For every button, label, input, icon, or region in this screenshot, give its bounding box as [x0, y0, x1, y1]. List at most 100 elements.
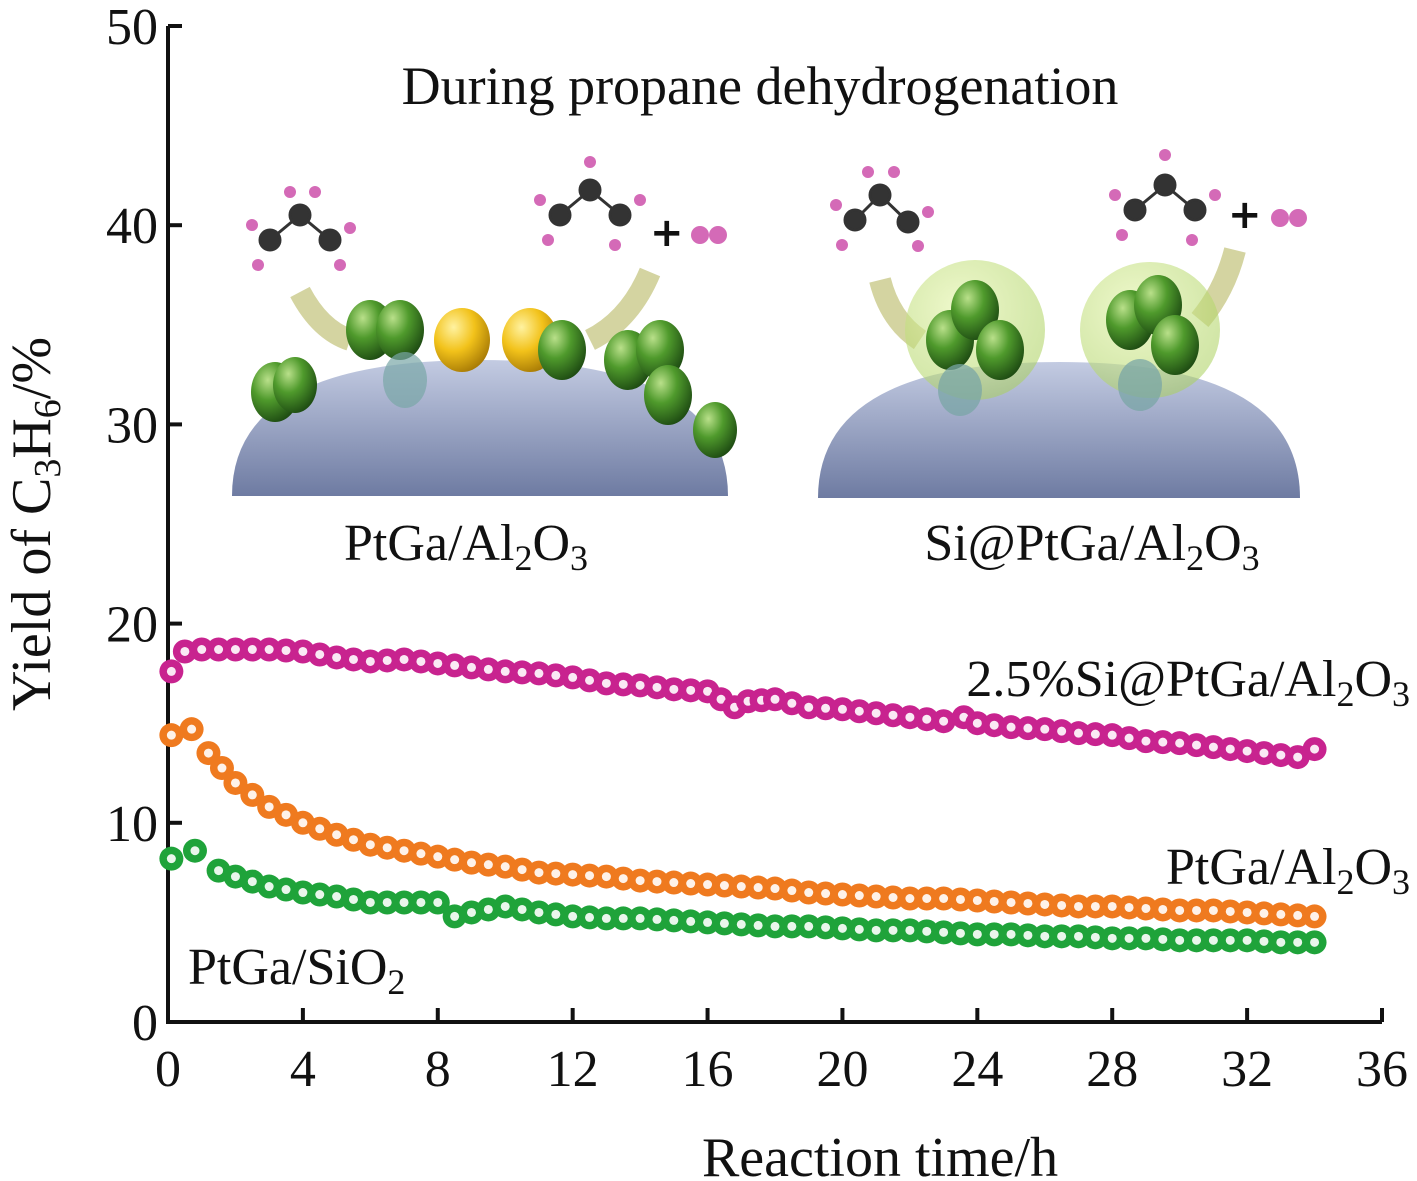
data-point-highlight: [871, 892, 881, 902]
series-label-si-ptga-al2o3: 2.5%Si@PtGa/Al2O3: [966, 651, 1410, 714]
pt-cluster-icon: [938, 364, 982, 416]
data-point-highlight: [821, 889, 831, 899]
right-support: [818, 362, 1300, 498]
data-point-highlight: [551, 869, 561, 879]
data-point-highlight: [804, 921, 814, 931]
data-point-highlight: [348, 654, 358, 664]
y-tick-label: 30: [106, 397, 158, 454]
data-point-highlight: [922, 714, 932, 724]
data-point-highlight: [1276, 750, 1286, 760]
data-point-highlight: [989, 929, 999, 939]
data-point-highlight: [1090, 729, 1100, 739]
data-point-highlight: [166, 666, 176, 676]
data-point-highlight: [1074, 931, 1083, 941]
data-point-highlight: [1158, 934, 1168, 944]
plus-sign: +: [650, 210, 684, 256]
data-point-highlight: [719, 918, 729, 928]
data-point-highlight: [1158, 904, 1168, 914]
data-point-highlight: [871, 708, 881, 718]
data-point-highlight: [1006, 897, 1016, 907]
data-point-highlight: [787, 921, 797, 931]
y-tick-label: 0: [132, 995, 158, 1052]
data-point-highlight: [787, 886, 797, 896]
data-point-highlight: [854, 706, 864, 716]
data-point-highlight: [1057, 900, 1067, 910]
data-point-highlight: [1124, 933, 1134, 943]
inset-left-label: PtGa/Al2O3: [344, 515, 588, 578]
data-point-highlight: [770, 884, 780, 894]
data-point-highlight: [1124, 902, 1134, 912]
hydrogen-molecule-icon: [1271, 209, 1307, 227]
data-point-highlight: [787, 698, 797, 708]
data-point-highlight: [686, 916, 696, 926]
data-point-highlight: [989, 896, 999, 906]
data-point-highlight: [989, 720, 999, 730]
x-axis-title: Reaction time/h: [702, 1127, 1058, 1181]
data-point-highlight: [1293, 910, 1303, 920]
data-point-highlight: [770, 921, 780, 931]
data-point-highlight: [1310, 911, 1320, 921]
data-point-highlight: [1225, 744, 1235, 754]
data-point-highlight: [467, 907, 476, 917]
data-point-highlight: [736, 919, 746, 929]
inset-illustration: During propane dehydrogenation: [232, 56, 1307, 578]
data-point-highlight: [534, 907, 544, 917]
data-point-highlight: [264, 882, 274, 892]
data-point-highlight: [972, 929, 982, 939]
data-point-highlight: [669, 878, 679, 888]
data-point-highlight: [905, 712, 915, 722]
data-point-highlight: [450, 911, 460, 921]
data-point-highlight: [939, 927, 949, 937]
data-point-highlight: [315, 890, 325, 900]
data-point-highlight: [187, 724, 197, 734]
x-tick-label: 8: [425, 1041, 451, 1098]
left-catalyst-illustration: + PtGa/Al2O3: [232, 156, 737, 578]
data-point-highlight: [1040, 724, 1050, 734]
y-tick-label: 20: [106, 597, 158, 654]
data-point-highlight: [1310, 744, 1320, 754]
data-point-highlight: [922, 926, 932, 936]
data-point-highlight: [166, 854, 176, 864]
hydrogen-molecule-icon: [691, 226, 727, 244]
data-point-highlight: [399, 654, 409, 664]
series-label-ptga-al2o3: PtGa/Al2O3: [1166, 839, 1410, 902]
data-point-highlight: [1023, 930, 1033, 940]
data-point-highlight: [281, 810, 291, 820]
data-point-highlight: [500, 901, 510, 911]
data-point-highlight: [888, 925, 898, 935]
data-point-highlight: [382, 897, 392, 907]
data-point-highlight: [1057, 931, 1067, 941]
data-point-highlight: [1225, 935, 1235, 945]
data-point-highlight: [1023, 898, 1033, 908]
data-point-highlight: [298, 646, 308, 656]
data-point-highlight: [601, 872, 611, 882]
data-point-highlight: [1023, 723, 1033, 733]
left-support: [232, 360, 728, 496]
data-point-highlight: [686, 879, 696, 889]
left-arrow-out-icon: [584, 267, 661, 350]
data-point-highlight: [433, 852, 443, 862]
data-point-highlight: [905, 893, 915, 903]
data-point-highlight: [1242, 907, 1252, 917]
data-point-highlight: [298, 818, 308, 828]
data-point-highlight: [230, 872, 240, 882]
y-axis-title: Yield of C3H6/%: [1, 337, 69, 711]
data-point-highlight: [348, 894, 358, 904]
pt-cluster-icon: [538, 320, 586, 380]
data-point-highlight: [517, 904, 527, 914]
data-point-highlight: [1175, 905, 1185, 915]
data-point-highlight: [217, 763, 227, 773]
data-point-highlight: [703, 686, 713, 696]
data-point-highlight: [190, 846, 200, 856]
y-ticks: 0 10 20 30 40 50: [106, 0, 182, 1052]
data-point-highlight: [1040, 899, 1050, 909]
data-point-highlight: [1175, 935, 1185, 945]
data-point-highlight: [1192, 740, 1202, 750]
pt-cluster-icon: [383, 352, 427, 408]
data-point-highlight: [551, 909, 561, 919]
data-point-highlight: [264, 802, 274, 812]
pt-cluster-icon: [1118, 359, 1162, 411]
data-point-highlight: [1259, 748, 1269, 758]
data-point-highlight: [939, 716, 949, 726]
data-point-highlight: [821, 922, 831, 932]
